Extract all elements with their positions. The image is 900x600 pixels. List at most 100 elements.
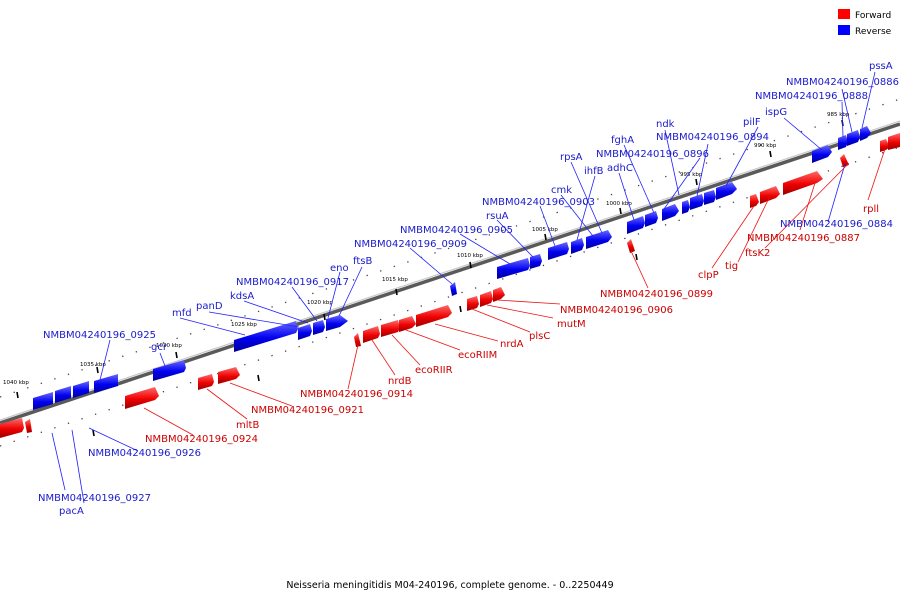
- gene-arrow[interactable]: [326, 315, 348, 331]
- gene-arrow[interactable]: [480, 291, 493, 307]
- gene-arrow[interactable]: [381, 320, 400, 337]
- gene-arrow[interactable]: [812, 145, 832, 163]
- gene-arrow[interactable]: [497, 258, 530, 279]
- gene-arrow[interactable]: [880, 139, 890, 152]
- map-caption: Neisseria meningitidis M04-240196, compl…: [286, 580, 613, 591]
- gene-label-nmbm-0917[interactable]: NMBM04240196_0917: [236, 277, 349, 288]
- gene-label-mfd[interactable]: mfd: [172, 308, 192, 319]
- gene-label-kdsA[interactable]: kdsA: [230, 291, 254, 302]
- gene-arrow[interactable]: [125, 387, 159, 409]
- tick-label: 990 kbp: [754, 143, 777, 149]
- gene-arrow[interactable]: [690, 194, 704, 210]
- gene-arrow[interactable]: [354, 333, 361, 347]
- gene-label-nmbm-0899[interactable]: NMBM04240196_0899: [600, 289, 713, 300]
- gene-arrow[interactable]: [716, 182, 737, 200]
- gene-label-fghA[interactable]: fghA: [611, 135, 634, 146]
- gene-arrow[interactable]: [73, 381, 89, 398]
- gene-arrow[interactable]: [25, 419, 32, 433]
- gene-arrow[interactable]: [33, 392, 53, 410]
- gene-label-ecoRIIR[interactable]: ecoRIIR: [415, 365, 453, 376]
- gene-arrow[interactable]: [760, 186, 780, 204]
- gene-arrow[interactable]: [662, 204, 679, 221]
- gene-arrow[interactable]: [467, 296, 479, 311]
- gene-label-nmbm-0896[interactable]: NMBM04240196_0896: [596, 149, 709, 160]
- gene-arrow[interactable]: [94, 374, 118, 393]
- gene-arrow[interactable]: [783, 171, 823, 195]
- gene-label-gcr[interactable]: gcr: [151, 342, 168, 353]
- gene-arrow[interactable]: [645, 211, 658, 227]
- gene-arrow[interactable]: [198, 374, 214, 390]
- tick-label: 1035 kbp: [80, 362, 106, 368]
- gene-arrow[interactable]: [888, 133, 900, 150]
- gene-arrow[interactable]: [153, 360, 186, 381]
- gene-arrow[interactable]: [682, 200, 690, 214]
- gene-label-nmbm-0886[interactable]: NMBM04240196_0886: [786, 77, 899, 88]
- gene-label-nmbm-0924[interactable]: NMBM04240196_0924: [145, 434, 258, 445]
- gene-label-ftsK2[interactable]: ftsK2: [745, 248, 770, 259]
- gene-arrow[interactable]: [838, 135, 848, 150]
- gene-label-nrdB[interactable]: nrdB: [388, 376, 412, 387]
- gene-arrow[interactable]: [416, 305, 452, 327]
- gene-arrow[interactable]: [571, 238, 584, 254]
- gene-arrow[interactable]: [840, 154, 849, 167]
- gene-arrow[interactable]: [847, 130, 860, 146]
- gene-arrow[interactable]: [627, 216, 645, 234]
- gene-label-ispG[interactable]: ispG: [765, 107, 787, 118]
- gene-label-nmbm-0914[interactable]: NMBM04240196_0914: [300, 389, 413, 400]
- gene-label-eno[interactable]: eno: [330, 263, 349, 274]
- forward-genes: [0, 133, 900, 438]
- gene-label-nmbm-0884[interactable]: NMBM04240196_0884: [780, 219, 893, 230]
- gene-arrow[interactable]: [493, 287, 505, 302]
- gene-label-nmbm-0927[interactable]: NMBM04240196_0927: [38, 493, 151, 504]
- gene-arrow[interactable]: [548, 242, 569, 260]
- gene-arrow[interactable]: [234, 321, 298, 352]
- gene-label-nmbm-0925[interactable]: NMBM04240196_0925: [43, 330, 156, 341]
- gene-label-nmbm-0909[interactable]: NMBM04240196_0909: [354, 239, 467, 250]
- gene-label-nmbm-0905[interactable]: NMBM04240196_0905: [400, 225, 513, 236]
- tick-label: 1020 kbp: [307, 300, 333, 306]
- gene-label-rsuA[interactable]: rsuA: [486, 211, 509, 222]
- gene-label-panD[interactable]: panD: [196, 301, 223, 312]
- gene-label-ecoRIIM[interactable]: ecoRIIM: [458, 350, 497, 361]
- gene-arrow[interactable]: [218, 367, 240, 384]
- gene-label-pssA[interactable]: pssA: [869, 61, 893, 72]
- gene-label-pacA[interactable]: pacA: [59, 506, 84, 517]
- gene-label-pilF[interactable]: pilF: [743, 117, 761, 128]
- gene-label-nmbm-0888[interactable]: NMBM04240196_0888: [755, 91, 868, 102]
- gene-label-nrdA[interactable]: nrdA: [500, 339, 524, 350]
- gene-arrow[interactable]: [55, 386, 71, 403]
- gene-label-nmbm-0906[interactable]: NMBM04240196_0906: [560, 305, 673, 316]
- legend-forward-swatch: [838, 9, 850, 19]
- gene-arrow[interactable]: [627, 239, 635, 253]
- gene-arrow[interactable]: [363, 326, 380, 343]
- gene-label-plsC[interactable]: plsC: [529, 331, 550, 342]
- gene-label-mltB[interactable]: mltB: [236, 420, 259, 431]
- gene-label-nmbm-0894[interactable]: NMBM04240196_0894: [656, 132, 769, 143]
- gene-arrow[interactable]: [0, 418, 24, 438]
- gene-label-ndk[interactable]: ndk: [656, 119, 675, 130]
- gene-label-nmbm-0921[interactable]: NMBM04240196_0921: [251, 405, 364, 416]
- gene-label-tig[interactable]: tig: [725, 261, 738, 272]
- gene-label-clpP[interactable]: clpP: [698, 270, 719, 281]
- gene-arrow[interactable]: [586, 230, 612, 249]
- gene-arrow[interactable]: [313, 320, 325, 335]
- gene-label-ihfB[interactable]: ihfB: [584, 166, 604, 177]
- gene-label-ftsB[interactable]: ftsB: [353, 256, 372, 267]
- gene-label-mutM[interactable]: mutM: [557, 319, 586, 330]
- forward-gene-labels: rpll NMBM04240196_0887 ftsK2 tig clpP NM…: [145, 204, 879, 445]
- gene-label-nmbm-0903[interactable]: NMBM04240196_0903: [482, 197, 595, 208]
- reverse-genes: [33, 126, 871, 410]
- gene-arrow[interactable]: [399, 316, 416, 332]
- gene-label-nmbm-0887[interactable]: NMBM04240196_0887: [747, 233, 860, 244]
- gene-arrow[interactable]: [450, 282, 457, 296]
- gene-arrow[interactable]: [298, 324, 312, 340]
- gene-arrow[interactable]: [860, 126, 871, 141]
- gene-arrow[interactable]: [750, 194, 759, 208]
- gene-label-adhC[interactable]: adhC: [607, 163, 633, 174]
- gene-label-nmbm-0926[interactable]: NMBM04240196_0926: [88, 448, 201, 459]
- gene-label-rpsA[interactable]: rpsA: [560, 152, 583, 163]
- gene-arrow[interactable]: [704, 190, 716, 205]
- gene-arrow[interactable]: [530, 254, 542, 269]
- gene-label-rpll[interactable]: rpll: [863, 204, 879, 215]
- gene-label-cmk[interactable]: cmk: [551, 185, 572, 196]
